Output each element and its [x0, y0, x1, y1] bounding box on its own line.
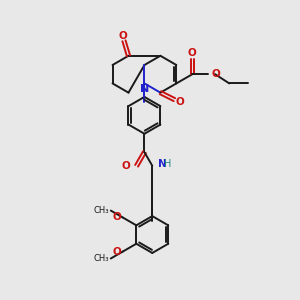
Text: O: O [118, 31, 127, 41]
Text: CH₃: CH₃ [94, 254, 109, 263]
Text: CH₃: CH₃ [94, 206, 109, 215]
Text: O: O [112, 247, 121, 256]
Text: O: O [112, 212, 121, 223]
Text: N: N [158, 159, 166, 169]
Text: O: O [188, 48, 197, 58]
Text: O: O [176, 97, 184, 107]
Text: O: O [212, 69, 220, 79]
Text: O: O [122, 161, 131, 171]
Text: N: N [140, 84, 149, 94]
Text: H: H [164, 159, 171, 169]
